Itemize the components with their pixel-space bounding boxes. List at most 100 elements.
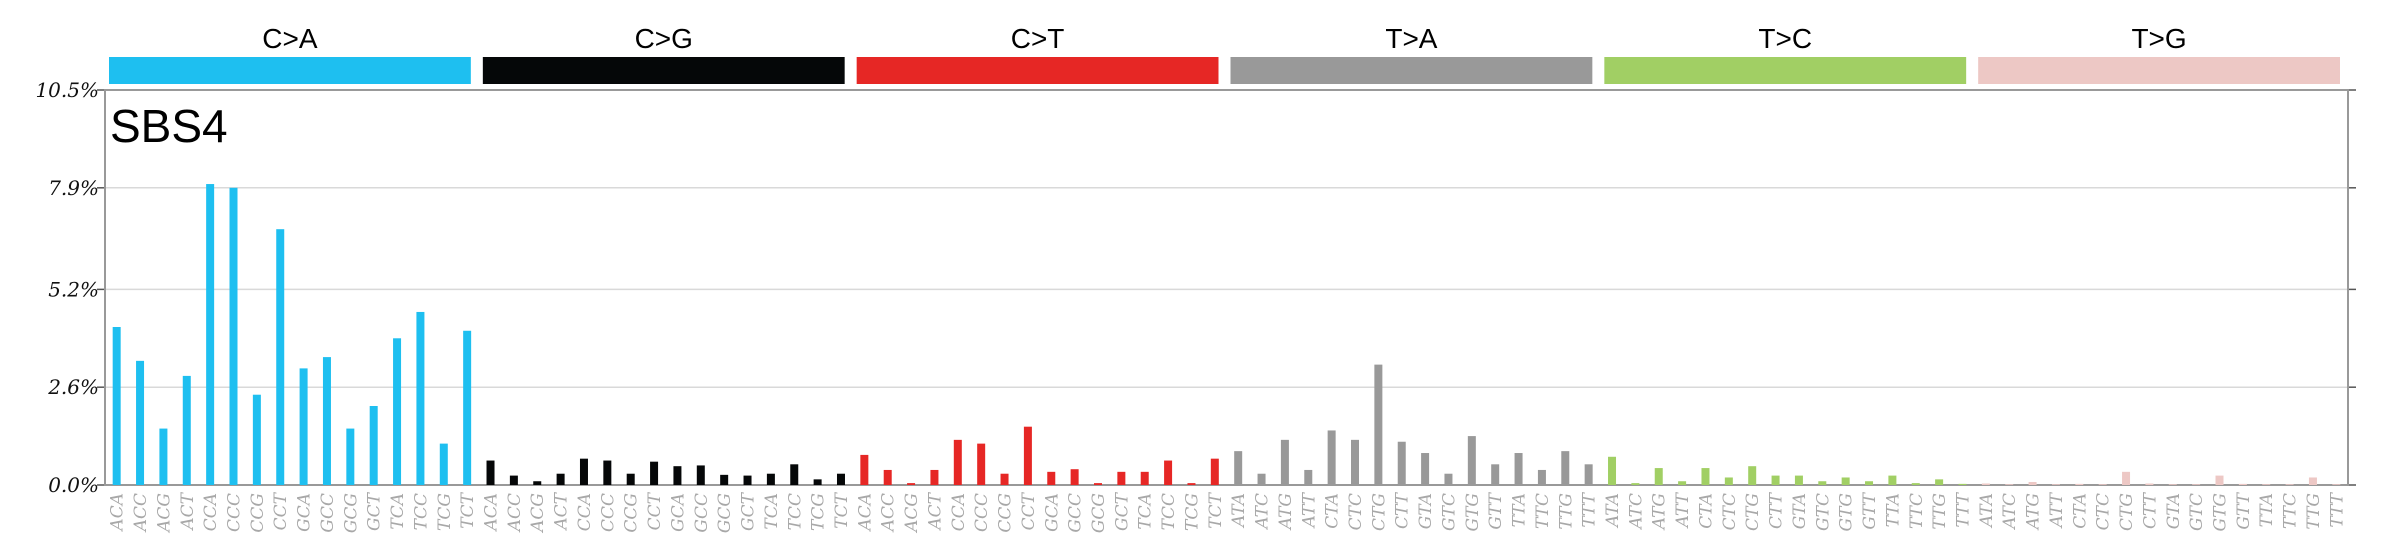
bar xyxy=(1911,483,1920,485)
bar xyxy=(1958,483,1967,485)
x-tick-label: CCA xyxy=(949,493,969,531)
x-tick-label: ATG xyxy=(1650,493,1670,531)
bar xyxy=(2238,483,2247,485)
x-tick-label: GTG xyxy=(2210,493,2230,532)
x-tick-label: CCC xyxy=(598,493,618,532)
bar xyxy=(112,327,121,485)
mutation-group-bar xyxy=(1978,57,2340,84)
x-tick-label: ACG xyxy=(902,493,922,534)
mutation-group-bar xyxy=(1230,57,1593,84)
x-tick-label: GTG xyxy=(1463,493,1483,532)
bar xyxy=(1374,364,1383,485)
x-tick-label: CCC xyxy=(972,493,992,532)
bar xyxy=(2192,484,2201,485)
x-tick-label: ATG xyxy=(2024,493,2044,531)
bar xyxy=(790,464,799,485)
x-tick-label: TCT xyxy=(1206,491,1226,528)
x-tick-label: CCT xyxy=(271,491,291,530)
x-tick-label: GCT xyxy=(1112,491,1132,531)
x-tick-label: TTT xyxy=(2327,491,2347,527)
bar xyxy=(2262,484,2271,485)
bar xyxy=(1748,466,1757,485)
bar xyxy=(953,439,962,485)
mutation-group-bar xyxy=(856,57,1219,84)
x-tick-label: GTC xyxy=(2187,493,2207,531)
x-tick-label: ACA xyxy=(855,493,875,533)
x-tick-label: ACC xyxy=(131,493,151,533)
x-tick-label: GTT xyxy=(1486,491,1506,529)
bar xyxy=(1701,468,1710,485)
x-tick-label: CTC xyxy=(2094,493,2114,530)
bar xyxy=(416,311,425,485)
x-tick-label: TCT xyxy=(458,491,478,528)
bar xyxy=(2075,483,2084,485)
x-tick-label: TCG xyxy=(435,493,455,531)
bar xyxy=(1865,481,1874,485)
x-tick-label: GCT xyxy=(739,491,759,531)
bar xyxy=(1818,481,1827,485)
x-tick-label: TTA xyxy=(1883,493,1903,527)
x-tick-label: TTC xyxy=(2281,493,2301,529)
x-tick-label: CTC xyxy=(1720,493,1740,530)
bar xyxy=(1444,473,1453,485)
x-tick-label: TTC xyxy=(1907,493,1927,529)
bar xyxy=(1724,477,1733,485)
x-tick-label: CCA xyxy=(201,493,221,531)
bar xyxy=(1981,483,1990,485)
x-tick-label: ACC xyxy=(505,493,525,533)
y-tick-label: 10.5% xyxy=(35,78,99,102)
bar xyxy=(1935,479,1944,485)
bar xyxy=(1631,483,1640,485)
bar xyxy=(1841,477,1850,485)
x-tick-label: TCG xyxy=(809,493,829,531)
x-tick-label: TTA xyxy=(1510,493,1530,527)
x-tick-label: TTG xyxy=(1930,493,1950,530)
bar xyxy=(2215,475,2224,485)
x-tick-label: GTC xyxy=(1813,493,1833,531)
chart-title: SBS4 xyxy=(110,100,228,152)
bar xyxy=(1794,475,1803,485)
bar xyxy=(626,473,635,485)
bar xyxy=(2285,484,2294,485)
bar xyxy=(556,473,565,485)
x-tick-label: ACA xyxy=(108,493,128,533)
x-tick-label: ATC xyxy=(1253,493,1273,531)
bar xyxy=(1771,475,1780,485)
x-tick-label: TTT xyxy=(1580,491,1600,527)
x-tick-label: CTA xyxy=(1323,493,1343,529)
bar xyxy=(1257,473,1266,485)
bar xyxy=(1514,453,1523,485)
bar xyxy=(1888,475,1897,485)
x-tick-label: GCT xyxy=(365,491,385,531)
x-tick-label: ATA xyxy=(1603,493,1623,529)
x-tick-label: CCG xyxy=(622,493,642,533)
mutation-group-label: T>G xyxy=(2131,23,2186,54)
bar xyxy=(1117,471,1126,485)
bar xyxy=(1537,469,1546,485)
bar xyxy=(463,330,472,485)
bar xyxy=(229,187,238,486)
bar xyxy=(2308,477,2317,485)
x-tick-label: CCA xyxy=(575,493,595,531)
bar xyxy=(743,475,752,485)
bar xyxy=(1210,458,1219,485)
bar xyxy=(509,475,518,485)
x-tick-label: ATC xyxy=(1626,493,1646,531)
x-tick-label: GCC xyxy=(318,493,338,533)
x-tick-label: ATA xyxy=(1229,493,1249,529)
bar xyxy=(439,443,448,485)
bar xyxy=(252,394,261,485)
bar xyxy=(720,474,729,485)
x-tick-label: GTG xyxy=(1837,493,1857,532)
bar xyxy=(1327,430,1336,485)
x-tick-label: ATT xyxy=(1299,491,1319,529)
bar xyxy=(136,360,145,485)
x-tick-label: ACT xyxy=(925,491,945,531)
x-tick-label: GCC xyxy=(1066,493,1086,533)
bar xyxy=(1070,469,1079,485)
bar xyxy=(276,229,285,485)
bar xyxy=(907,483,916,485)
x-tick-label: TCG xyxy=(1182,493,1202,531)
x-tick-label: ATC xyxy=(2000,493,2020,531)
